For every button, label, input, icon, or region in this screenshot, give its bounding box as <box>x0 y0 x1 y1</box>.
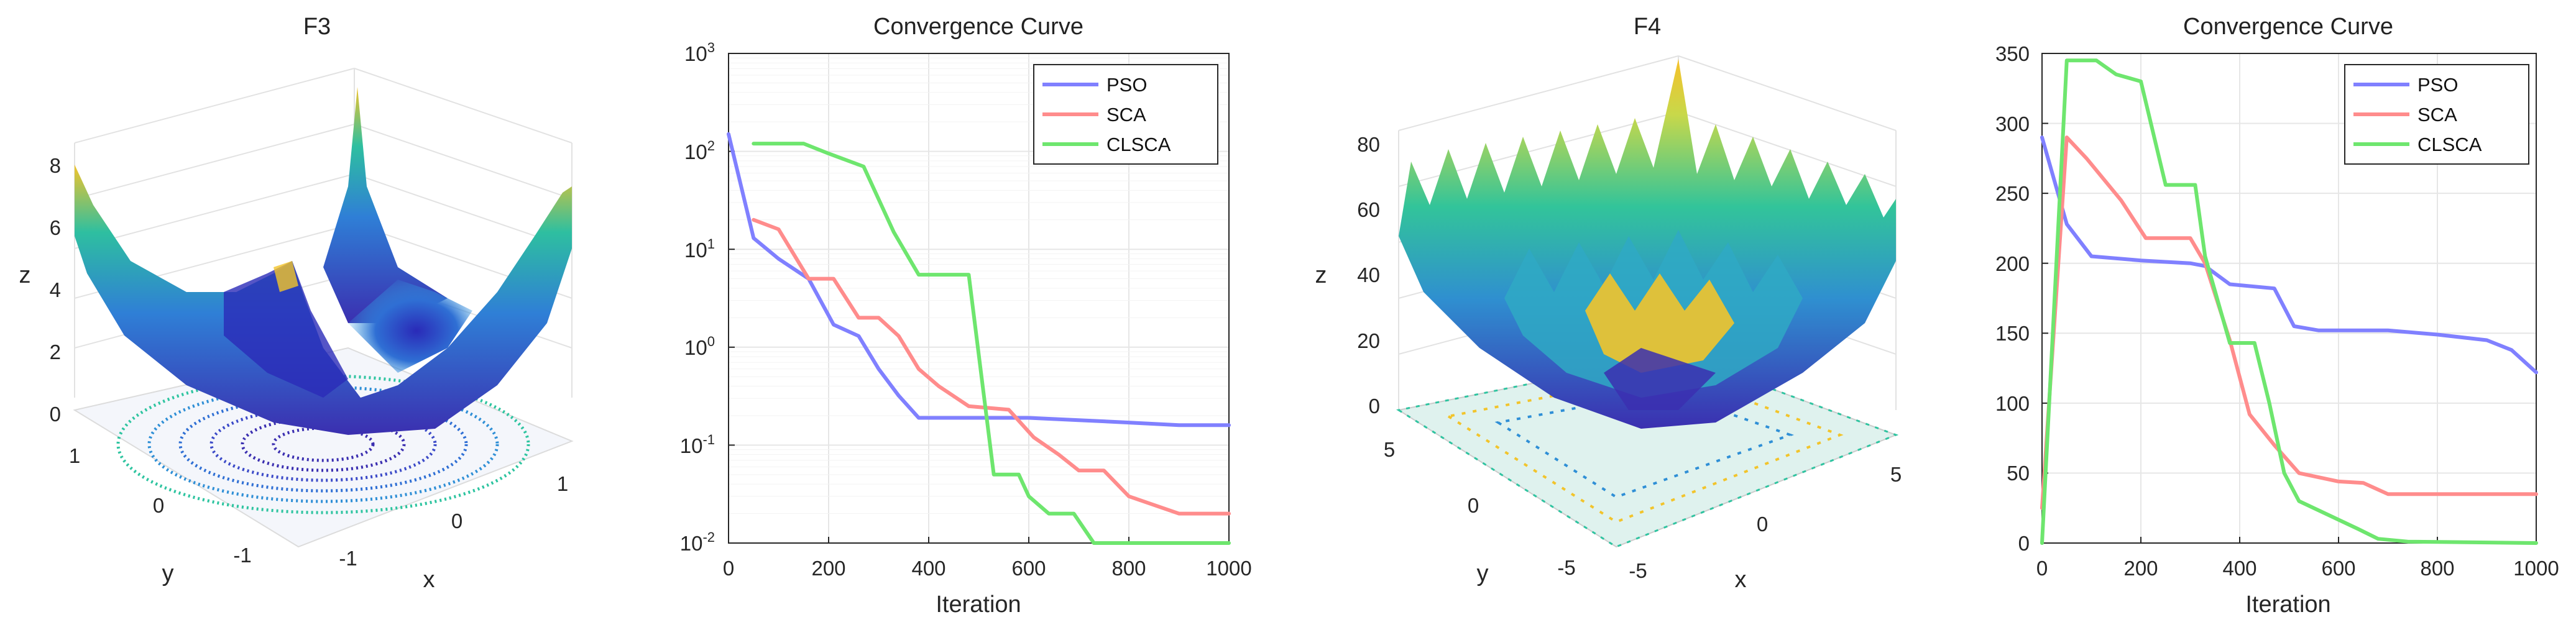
surface-f3-z-axis: 8 6 4 2 0 z <box>19 154 62 426</box>
chart2-y-tick: 100 <box>1995 392 2030 415</box>
f3-z-tick-6: 6 <box>50 216 61 239</box>
f4-z-tick-80: 80 <box>1357 133 1380 156</box>
surface-f3-title: F3 <box>303 14 331 40</box>
chart2-x-tick: 600 <box>2321 557 2355 580</box>
chart1-x-tick: 600 <box>1011 557 1046 580</box>
f3-z-tick-4: 4 <box>50 278 61 301</box>
f3-y-tick-neg1: -1 <box>233 544 251 567</box>
chart2-y-tick: 250 <box>1995 182 2030 205</box>
f4-y-label: y <box>1477 560 1489 587</box>
f4-x-tick-5: 5 <box>1890 463 1902 486</box>
f3-z-tick-0: 0 <box>50 403 61 426</box>
chart2-x-tick: 400 <box>2222 557 2256 580</box>
convergence-chart-linear: Convergence Curve 0 200 400 600 800 1000… <box>1995 14 2559 618</box>
surface-f4-z-axis: 80 60 40 20 0 z <box>1315 133 1381 418</box>
chart2-title: Convergence Curve <box>2183 14 2393 40</box>
chart1-x-tick: 200 <box>811 557 845 580</box>
f4-y-tick-5: 5 <box>1384 438 1395 461</box>
chart2-legend-pso: PSO <box>2417 74 2458 96</box>
f4-y-tick-neg5: -5 <box>1557 556 1575 579</box>
surface-f4-title: F4 <box>1634 14 1661 40</box>
chart1-series-sca <box>752 217 1231 516</box>
f4-x-label: x <box>1735 567 1747 593</box>
chart1-y-tick: 103 <box>684 40 715 65</box>
f3-x-tick-0: 0 <box>451 509 462 532</box>
chart1-y-tick: 10-1 <box>680 432 715 457</box>
chart1-x-label: Iteration <box>936 592 1021 618</box>
chart1-x-tick: 0 <box>723 557 734 580</box>
chart1-y-tick: 102 <box>684 138 715 163</box>
chart1-series-pso <box>727 132 1231 427</box>
chart2-y-tick: 0 <box>2018 532 2030 555</box>
f3-z-tick-2: 2 <box>50 340 61 363</box>
chart1-title: Convergence Curve <box>873 14 1083 40</box>
chart1-y-tick: 10-2 <box>680 529 715 555</box>
chart2-y-tick: 350 <box>1995 42 2030 65</box>
f4-z-tick-20: 20 <box>1357 329 1380 352</box>
chart1-legend: PSO SCA CLSCA <box>1033 64 1218 165</box>
chart1-legend-clsca: CLSCA <box>1106 134 1171 155</box>
f3-x-tick-neg1: -1 <box>339 547 357 570</box>
chart1-series-clsca <box>752 142 1231 545</box>
chart2-ticks: 0 200 400 600 800 1000 0 50 100 150 200 … <box>1995 42 2559 580</box>
f4-z-tick-60: 60 <box>1357 198 1380 221</box>
chart2-series-pso <box>2040 135 2538 375</box>
convergence-chart-log: Convergence Curve 0 200 400 600 800 1000… <box>680 14 1252 618</box>
chart1-plot-box <box>728 53 1230 544</box>
chart2-legend-sca: SCA <box>2417 104 2457 126</box>
chart2-y-tick: 50 <box>2007 462 2030 485</box>
chart1-ticks: 0 200 400 600 800 1000 10-2 10-1 100 101… <box>680 40 1252 580</box>
chart2-x-label: Iteration <box>2245 592 2330 618</box>
f4-z-label: z <box>1315 262 1327 288</box>
surface-f4-mesh <box>1399 59 1896 429</box>
surface-f3-mesh <box>75 87 572 435</box>
chart2-x-tick: 200 <box>2123 557 2158 580</box>
chart2-plot-box <box>2041 53 2537 544</box>
chart1-series <box>727 132 1231 545</box>
chart2-x-tick: 0 <box>2036 557 2048 580</box>
chart1-legend-pso: PSO <box>1106 74 1147 96</box>
chart2-legend: PSO SCA CLSCA <box>2344 64 2529 165</box>
f3-z-label: z <box>19 262 31 288</box>
chart2-legend-clsca: CLSCA <box>2417 134 2482 155</box>
chart2-x-tick: 1000 <box>2513 557 2559 580</box>
surface-f4-panel: F4 80 <box>1315 14 1902 593</box>
chart2-x-tick: 800 <box>2420 557 2454 580</box>
f3-x-tick-1: 1 <box>557 472 568 495</box>
chart2-series-sca <box>2040 135 2538 510</box>
surface-f3-panel: F3 <box>19 14 574 593</box>
surface-f3-y-axis: 1 0 -1 y <box>69 444 252 587</box>
surface-f4-x-axis: -5 0 5 x <box>1629 463 1902 593</box>
chart1-y-tick: 101 <box>684 236 715 262</box>
f4-y-tick-0: 0 <box>1468 494 1479 517</box>
chart2-y-tick: 200 <box>1995 252 2030 275</box>
chart1-y-tick: 100 <box>684 334 715 359</box>
chart2-y-tick: 150 <box>1995 322 2030 345</box>
surface-f3-x-axis: -1 0 1 x <box>339 472 568 593</box>
chart1-x-tick: 800 <box>1111 557 1146 580</box>
f4-x-tick-0: 0 <box>1757 513 1768 536</box>
f3-x-label: x <box>423 567 435 593</box>
chart1-x-tick: 1000 <box>1206 557 1251 580</box>
chart2-series <box>2040 58 2538 545</box>
f3-y-tick-1: 1 <box>69 444 80 467</box>
f4-z-tick-0: 0 <box>1369 395 1380 418</box>
surface-f4-y-axis: 5 0 -5 y <box>1384 438 1576 587</box>
chart1-legend-sca: SCA <box>1106 104 1146 126</box>
f3-z-tick-8: 8 <box>50 154 61 177</box>
chart1-x-tick: 400 <box>911 557 945 580</box>
chart2-series-clsca <box>2040 58 2538 545</box>
f3-y-tick-0: 0 <box>153 494 164 517</box>
f3-y-label: y <box>162 560 174 587</box>
chart2-y-tick: 300 <box>1995 112 2030 135</box>
f4-x-tick-neg5: -5 <box>1629 559 1647 582</box>
f4-z-tick-40: 40 <box>1357 263 1380 286</box>
